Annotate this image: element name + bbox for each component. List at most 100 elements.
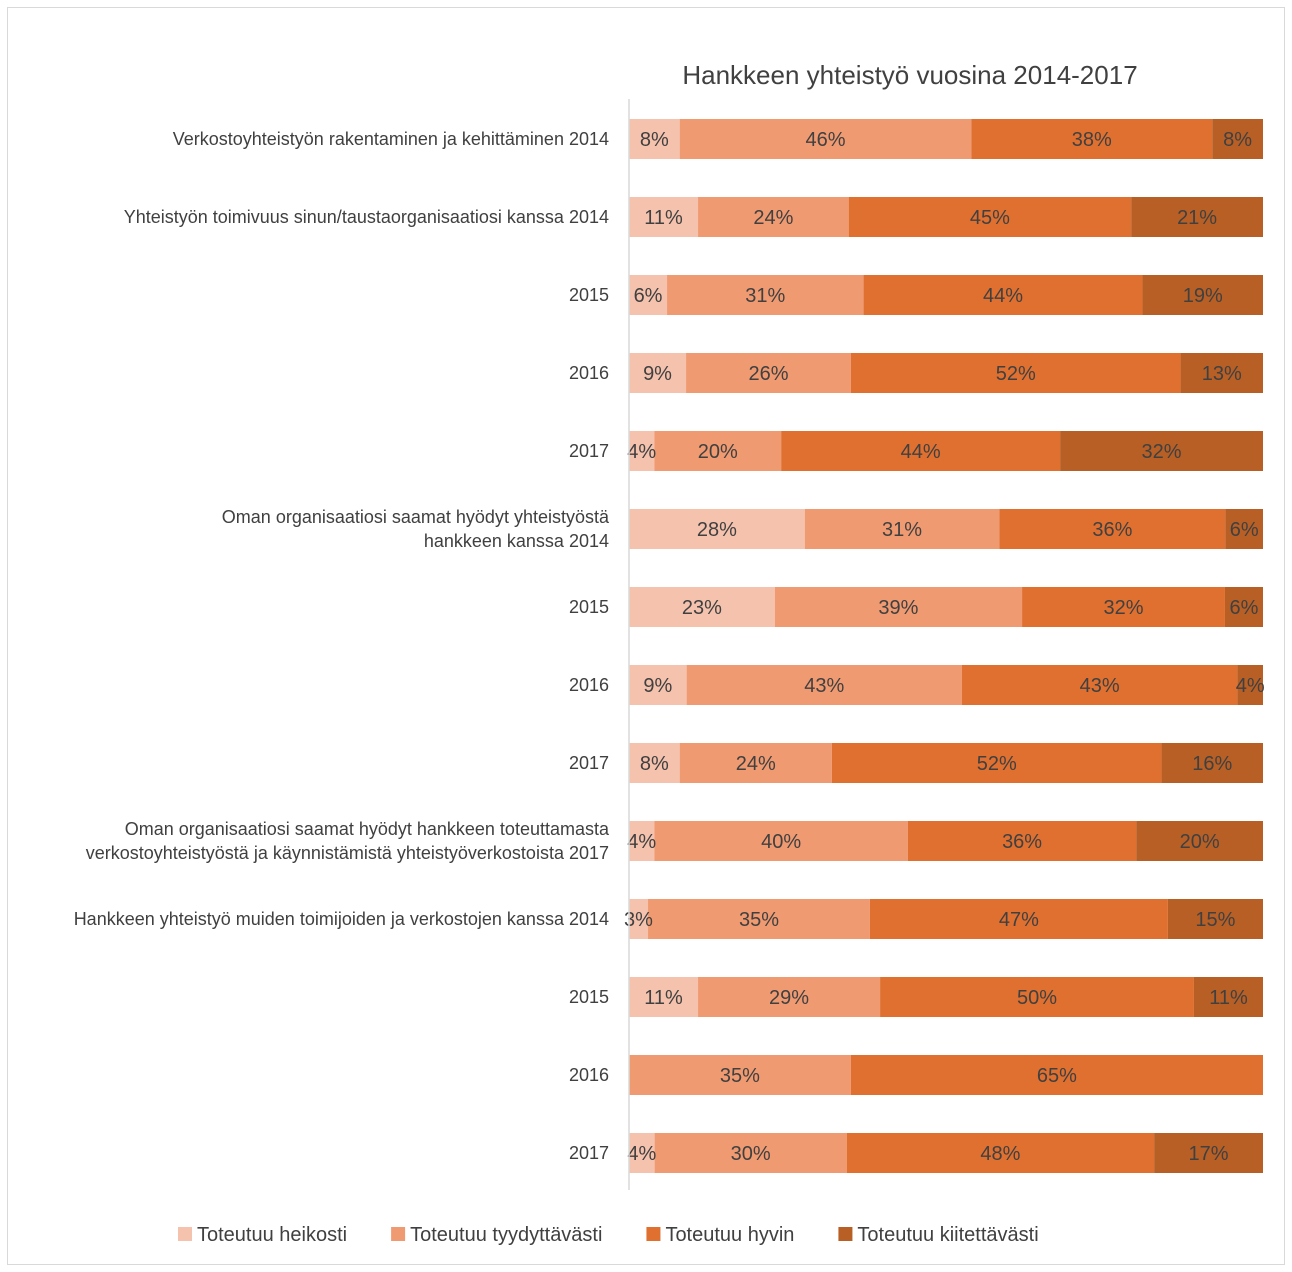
- data-label: 23%: [682, 597, 722, 619]
- data-label: 4%: [627, 1143, 656, 1165]
- category-label-line: Hankkeen yhteistyö muiden toimijoiden ja…: [74, 909, 609, 929]
- bar-segment: [629, 665, 687, 705]
- data-label: 4%: [627, 441, 656, 463]
- bar-segment: [869, 899, 1168, 939]
- data-label: 13%: [1202, 363, 1242, 385]
- category-label-line: Verkostoyhteistyön rakentaminen ja kehit…: [173, 129, 609, 149]
- category-label-line: Yhteistyön toimivuus sinun/taustaorganis…: [124, 207, 609, 227]
- data-label: 24%: [736, 753, 776, 775]
- data-label: 11%: [1209, 987, 1248, 1009]
- bar-segment: [1060, 431, 1263, 471]
- data-label: 44%: [983, 285, 1023, 307]
- data-label: 4%: [627, 831, 656, 853]
- category-label: 2016: [569, 1065, 609, 1085]
- data-label: 6%: [1230, 597, 1259, 619]
- category-label-line: 2016: [569, 363, 609, 383]
- legend-label: Toteutuu hyvin: [665, 1224, 794, 1246]
- bar-segment: [846, 1133, 1155, 1173]
- legend-label: Toteutuu heikosti: [197, 1224, 347, 1246]
- bar-segment: [1142, 275, 1263, 315]
- bar-segment: [1161, 743, 1263, 783]
- bar-segment: [1022, 587, 1225, 627]
- data-label: 11%: [644, 207, 683, 229]
- data-label: 32%: [1142, 441, 1182, 463]
- category-label: 2015: [569, 597, 609, 617]
- category-label-line: 2015: [569, 285, 609, 305]
- bar-segment: [679, 119, 972, 159]
- chart-frame: Hankkeen yhteistyö vuosina 2014-2017 Ver…: [7, 7, 1285, 1265]
- data-label: 52%: [977, 753, 1017, 775]
- category-label-line: 2016: [569, 675, 609, 695]
- data-label: 50%: [1017, 987, 1057, 1009]
- data-label: 29%: [769, 987, 809, 1009]
- bar-segment: [774, 587, 1023, 627]
- category-label: Verkostoyhteistyön rakentaminen ja kehit…: [173, 129, 609, 149]
- data-label: 4%: [1236, 675, 1265, 697]
- bar-segment: [629, 275, 668, 315]
- bar-segment: [781, 431, 1061, 471]
- bar-segment: [850, 1055, 1263, 1095]
- bars: [629, 119, 1263, 1173]
- data-label: 52%: [996, 363, 1036, 385]
- data-label: 8%: [1223, 129, 1252, 151]
- bar-segment: [1154, 1133, 1263, 1173]
- category-label-line: Oman organisaatiosi saamat hyödyt hankke…: [125, 819, 610, 839]
- bar-segment: [1193, 977, 1263, 1017]
- data-label: 35%: [739, 909, 779, 931]
- data-label: 8%: [640, 753, 669, 775]
- bar-segment: [686, 665, 963, 705]
- data-label: 44%: [901, 441, 941, 463]
- bar-segment: [1131, 197, 1263, 237]
- category-label: Oman organisaatiosi saamat hyödyt yhteis…: [222, 507, 610, 551]
- bar-segment: [629, 1055, 851, 1095]
- data-label: 6%: [634, 285, 663, 307]
- bar-segment: [1237, 665, 1263, 705]
- data-label: 32%: [1104, 597, 1144, 619]
- data-label: 40%: [761, 831, 801, 853]
- data-label: 48%: [980, 1143, 1020, 1165]
- data-label: 9%: [643, 675, 672, 697]
- category-label: 2015: [569, 285, 609, 305]
- bar-segment: [629, 743, 680, 783]
- data-label: 46%: [806, 129, 846, 151]
- data-label: 45%: [970, 207, 1010, 229]
- bar-segment: [629, 821, 655, 861]
- bar-segment: [629, 1133, 655, 1173]
- bar-segment: [698, 197, 849, 237]
- bar-segment: [648, 899, 870, 939]
- chart-title: Hankkeen yhteistyö vuosina 2014-2017: [682, 60, 1137, 90]
- category-label: 2015: [569, 987, 609, 1007]
- bar-segment: [907, 821, 1137, 861]
- legend-swatch: [838, 1227, 853, 1241]
- category-labels: Verkostoyhteistyön rakentaminen ja kehit…: [74, 129, 610, 1163]
- data-label: 21%: [1177, 207, 1217, 229]
- data-label: 9%: [643, 363, 672, 385]
- data-label: 65%: [1037, 1065, 1077, 1087]
- legend-swatch: [646, 1227, 661, 1241]
- bar-segment: [629, 197, 699, 237]
- category-label: 2017: [569, 753, 609, 773]
- data-label: 17%: [1189, 1143, 1229, 1165]
- data-label: 15%: [1195, 909, 1235, 931]
- data-label: 31%: [882, 519, 922, 541]
- bar-segment: [629, 587, 775, 627]
- bar-segment: [629, 353, 687, 393]
- category-label-line: 2017: [569, 1143, 609, 1163]
- bar-segment: [629, 509, 805, 549]
- bar-segment: [863, 275, 1143, 315]
- data-label: 20%: [1180, 831, 1220, 853]
- data-label: 39%: [878, 597, 918, 619]
- bar-segment: [1225, 509, 1263, 549]
- bar-segment: [654, 821, 908, 861]
- bar-segment: [629, 119, 680, 159]
- bar-segment: [1180, 353, 1263, 393]
- bar-segment: [1167, 899, 1263, 939]
- category-label-line: 2015: [569, 987, 609, 1007]
- category-label: 2017: [569, 441, 609, 461]
- category-label: Yhteistyön toimivuus sinun/taustaorganis…: [124, 207, 609, 227]
- data-label: 30%: [731, 1143, 771, 1165]
- data-label: 35%: [720, 1065, 760, 1087]
- bar-segment: [629, 977, 699, 1017]
- data-label: 38%: [1072, 129, 1112, 151]
- category-label: 2016: [569, 363, 609, 383]
